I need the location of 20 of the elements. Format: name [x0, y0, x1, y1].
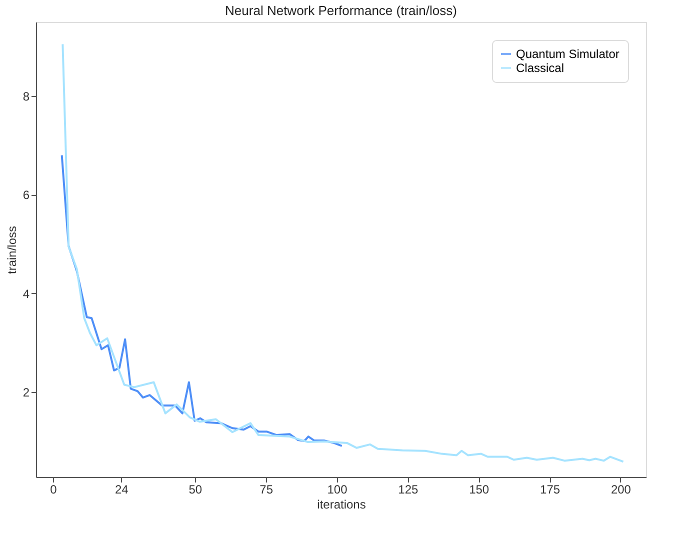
x-tick-label: 24	[114, 482, 129, 496]
line-series	[60, 154, 343, 447]
x-tick-label: 175	[540, 482, 560, 496]
y-tick-label: 2	[22, 386, 30, 400]
legend-label: Classical	[516, 61, 564, 75]
y-tick-label: 8	[22, 90, 30, 104]
line-series	[62, 43, 624, 463]
x-tick-label: 150	[469, 482, 490, 496]
y-tick-label: 4	[22, 286, 30, 301]
x-tick-label: 0	[50, 482, 58, 496]
x-tick-label: 75	[260, 482, 274, 496]
chart-title: Neural Network Performance (train/loss)	[225, 3, 457, 18]
y-tick-label: 6	[22, 188, 30, 202]
x-tick-label: 100	[327, 482, 348, 496]
x-tick-label: 200	[610, 482, 632, 496]
y-axis-title: train/loss	[4, 226, 19, 274]
x-tick-label: 125	[398, 482, 419, 496]
x-tick-label: 50	[188, 482, 202, 496]
x-axis-title: iterations	[317, 498, 366, 512]
legend-label: Quantum Simulator	[516, 47, 620, 61]
